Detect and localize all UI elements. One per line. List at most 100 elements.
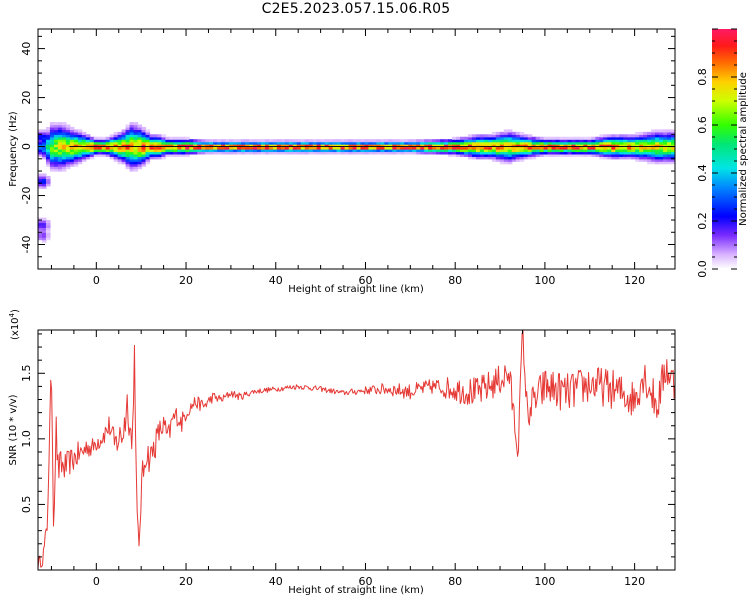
heatmap-cell <box>245 149 250 153</box>
heatmap-cell <box>507 129 513 133</box>
heatmap-cell <box>121 158 127 162</box>
heatmap-y-tick-label: -40 <box>20 236 33 254</box>
heatmap-cell <box>420 151 425 155</box>
heatmap-cell <box>129 144 135 148</box>
heatmap-cell <box>292 144 298 148</box>
heatmap-cell <box>555 151 561 155</box>
heatmap-cell <box>121 144 127 148</box>
heatmap-cell <box>157 156 163 160</box>
heatmap-cell <box>328 141 334 145</box>
heatmap-cell <box>145 156 151 160</box>
heatmap-cell <box>420 144 425 148</box>
heatmap-cell <box>456 146 461 150</box>
heatmap-cell <box>372 149 378 153</box>
heatmap-cell <box>73 144 79 148</box>
heatmap-cell <box>428 149 433 153</box>
heatmap-cell <box>93 153 99 157</box>
heatmap-cell <box>173 149 178 153</box>
heatmap-cell <box>73 134 79 138</box>
heatmap-cell <box>523 134 529 138</box>
heatmap-cell <box>241 139 246 143</box>
heatmap-cell <box>376 144 381 148</box>
heatmap-cell <box>471 134 477 138</box>
heatmap-cell <box>663 153 668 157</box>
heatmap-cell <box>61 122 67 126</box>
heatmap-cell <box>89 156 95 160</box>
heatmap-cell <box>499 136 505 140</box>
heatmap-cell <box>133 163 139 167</box>
heatmap-cell <box>221 151 226 155</box>
heatmap-cell <box>555 141 561 145</box>
heatmap-cell <box>129 141 135 145</box>
heatmap-cell <box>336 141 342 145</box>
heatmap-cell <box>65 151 71 155</box>
heatmap-cell <box>41 144 47 148</box>
heatmap-cell <box>635 134 640 138</box>
heatmap-cell <box>519 158 525 162</box>
snr-multiplier-close: ) <box>10 309 21 313</box>
heatmap-cell <box>129 122 135 126</box>
heatmap-cell <box>280 141 286 145</box>
heatmap-cell <box>475 144 481 148</box>
heatmap-cell <box>149 141 155 145</box>
heatmap-cell <box>65 153 71 157</box>
heatmap-cell <box>161 139 166 143</box>
heatmap-cell <box>360 149 366 153</box>
snr-x-tick-label: 40 <box>269 575 283 588</box>
heatmap-cell <box>101 153 107 157</box>
heatmap-cell <box>129 126 135 131</box>
heatmap-cell <box>69 153 75 157</box>
heatmap-cell <box>551 144 557 148</box>
heatmap-cell <box>245 144 250 148</box>
heatmap-cell <box>467 151 473 155</box>
heatmap-cell <box>535 151 541 155</box>
heatmap-cell <box>547 153 553 157</box>
heatmap-cell <box>659 129 664 133</box>
heatmap-cell <box>631 144 636 148</box>
heatmap-cell <box>499 146 505 150</box>
heatmap-cell <box>237 146 242 150</box>
heatmap-cell <box>213 139 218 143</box>
heatmap-cell <box>38 146 43 150</box>
heatmap-cell <box>563 139 569 143</box>
heatmap-cell <box>284 139 290 143</box>
heatmap-cell <box>499 149 505 153</box>
heatmap-cell <box>507 131 513 135</box>
heatmap-cell <box>129 136 135 140</box>
heatmap-cell <box>328 144 334 148</box>
heatmap-cell <box>495 149 501 153</box>
heatmap-cell <box>651 139 656 143</box>
heatmap-cell <box>49 131 55 135</box>
heatmap-cell <box>69 149 75 153</box>
heatmap-cell <box>467 141 473 145</box>
heatmap-cell <box>527 144 533 148</box>
heatmap-cell <box>312 146 318 150</box>
heatmap-cell <box>300 151 306 155</box>
heatmap-cell <box>647 151 652 155</box>
heatmap-cell <box>49 126 55 131</box>
heatmap-cell <box>479 149 485 153</box>
heatmap-cell <box>432 144 437 148</box>
heatmap-cell <box>49 134 55 138</box>
heatmap-cell <box>45 131 51 135</box>
heatmap-cell <box>448 149 453 153</box>
heatmap-cell <box>667 151 672 155</box>
heatmap-cell <box>603 146 608 150</box>
heatmap-cell <box>388 144 393 148</box>
heatmap-cell <box>507 139 513 143</box>
heatmap-cell <box>659 151 664 155</box>
heatmap-cell <box>615 139 620 143</box>
heatmap-cell <box>125 156 131 160</box>
heatmap-cell <box>161 134 166 138</box>
heatmap-cell <box>169 141 174 145</box>
heatmap-cell <box>631 153 636 157</box>
heatmap-cell <box>460 136 465 140</box>
heatmap-cell <box>181 149 186 153</box>
heatmap-cell <box>193 139 198 143</box>
heatmap-cell <box>388 141 393 145</box>
heatmap-cell <box>105 146 111 150</box>
heatmap-cell <box>611 144 616 148</box>
heatmap-cell <box>671 136 675 140</box>
heatmap-cell <box>57 134 63 138</box>
